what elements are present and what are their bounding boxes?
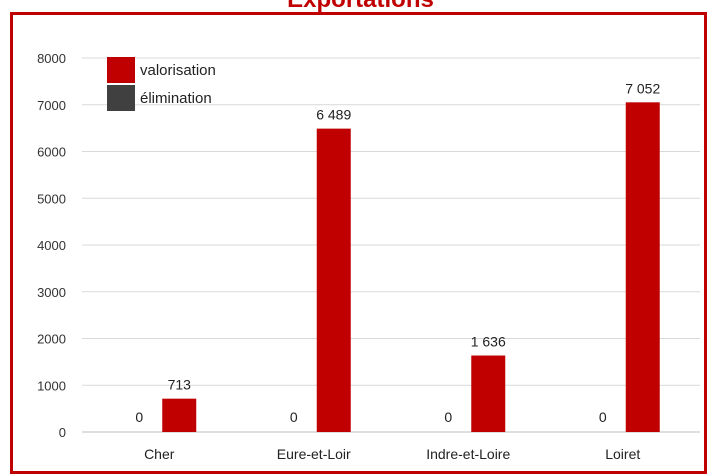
y-axis-ticks: 0 1000 2000 3000 4000 5000 6000 7000 8000	[37, 51, 66, 440]
legend-swatch	[107, 57, 135, 83]
y-tick-label: 8000	[37, 51, 66, 66]
data-labels: 0 713 0 6 489 0 1 636 0 7 052	[135, 80, 660, 425]
x-axis-categories: Cher Eure-et-Loir Indre-et-Loire Loiret	[144, 446, 640, 462]
legend-label: élimination	[140, 90, 212, 107]
legend: valorisation élimination	[107, 57, 216, 111]
y-tick-label: 4000	[37, 238, 66, 253]
data-label: 713	[168, 377, 192, 393]
legend-swatch	[107, 85, 135, 111]
data-label: 0	[444, 409, 452, 425]
y-tick-label: 1000	[37, 378, 66, 393]
y-tick-label: 6000	[37, 145, 66, 160]
category-label: Cher	[144, 446, 175, 462]
y-tick-label: 3000	[37, 285, 66, 300]
category-label: Indre-et-Loire	[426, 446, 510, 462]
data-label: 0	[135, 409, 143, 425]
category-label: Eure-et-Loir	[277, 446, 351, 462]
data-label: 0	[290, 409, 298, 425]
data-label: 6 489	[316, 107, 351, 123]
y-tick-label: 0	[59, 425, 66, 440]
data-label: 0	[599, 409, 607, 425]
category-label: Loiret	[605, 446, 640, 462]
bars	[162, 102, 660, 432]
legend-label: valorisation	[140, 62, 216, 79]
bar-valorisation	[471, 355, 506, 432]
y-tick-label: 7000	[37, 98, 66, 113]
chart-title: Exportations	[0, 0, 721, 14]
bar-valorisation	[162, 398, 197, 432]
y-tick-label: 2000	[37, 332, 66, 347]
data-label: 7 052	[625, 80, 660, 96]
bar-valorisation	[316, 128, 351, 432]
bar-valorisation	[625, 102, 660, 432]
data-label: 1 636	[471, 334, 506, 350]
gridlines	[82, 57, 700, 433]
y-tick-label: 5000	[37, 191, 66, 206]
